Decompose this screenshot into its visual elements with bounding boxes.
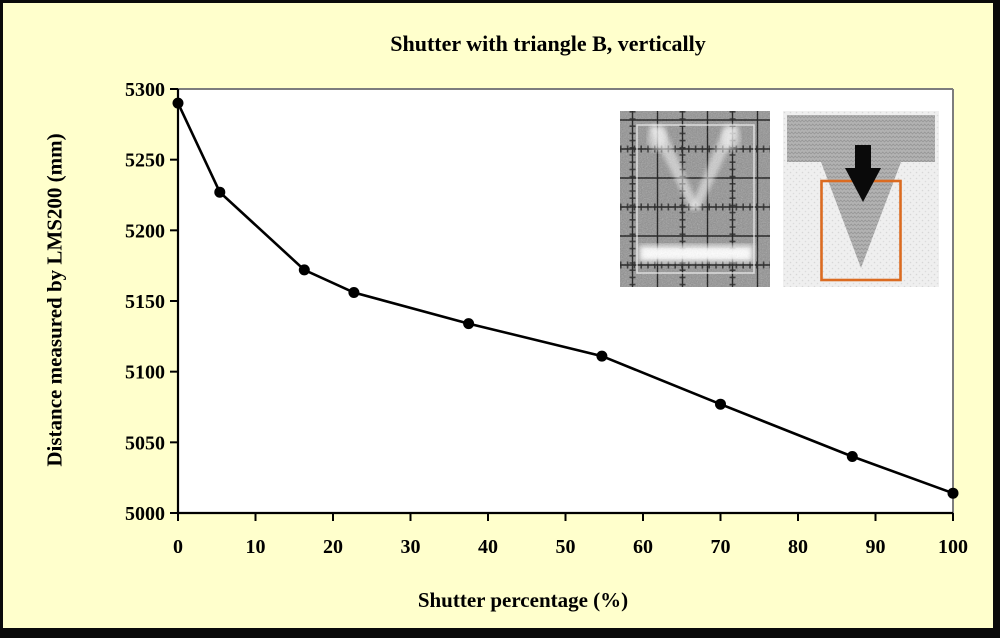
data-point [348,287,360,298]
x-tick-label: 100 [938,536,968,558]
y-tick-label: 5000 [125,503,165,525]
scan-noise-overlay [620,111,770,287]
data-point [715,398,726,410]
data-point [298,264,310,276]
y-tick-label: 5150 [125,291,165,313]
x-tick-label: 20 [323,536,343,558]
down-arrow-icon [845,145,881,202]
x-tick-label: 80 [788,536,808,558]
y-tick-label: 5200 [125,220,165,242]
x-tick-label: 90 [866,536,886,558]
data-point [214,186,226,198]
x-tick-label: 30 [401,536,421,558]
x-tick-label: 60 [633,536,653,558]
data-point [463,318,475,330]
x-tick-label: 40 [478,536,498,558]
x-tick-label: 70 [711,536,731,558]
y-tick-label: 5250 [125,150,165,172]
y-tick-label: 5050 [125,432,165,454]
data-point [846,451,858,462]
chart-title: Shutter with triangle B, vertically [390,31,706,56]
y-tick-label: 5100 [125,362,165,384]
triangle-target-diagram [783,111,939,287]
sensor-scan-image [620,111,770,287]
data-point [947,487,959,499]
y-axis-title: Distance measured by LMS200 (mm) [42,133,67,467]
x-tick-label: 10 [246,536,266,558]
x-axis-title: Shutter percentage (%) [417,588,629,612]
data-point [596,350,608,362]
y-tick-label: 5300 [125,79,165,101]
x-tick-label: 50 [556,536,576,558]
x-tick-label: 0 [173,536,183,558]
data-point [172,97,184,109]
